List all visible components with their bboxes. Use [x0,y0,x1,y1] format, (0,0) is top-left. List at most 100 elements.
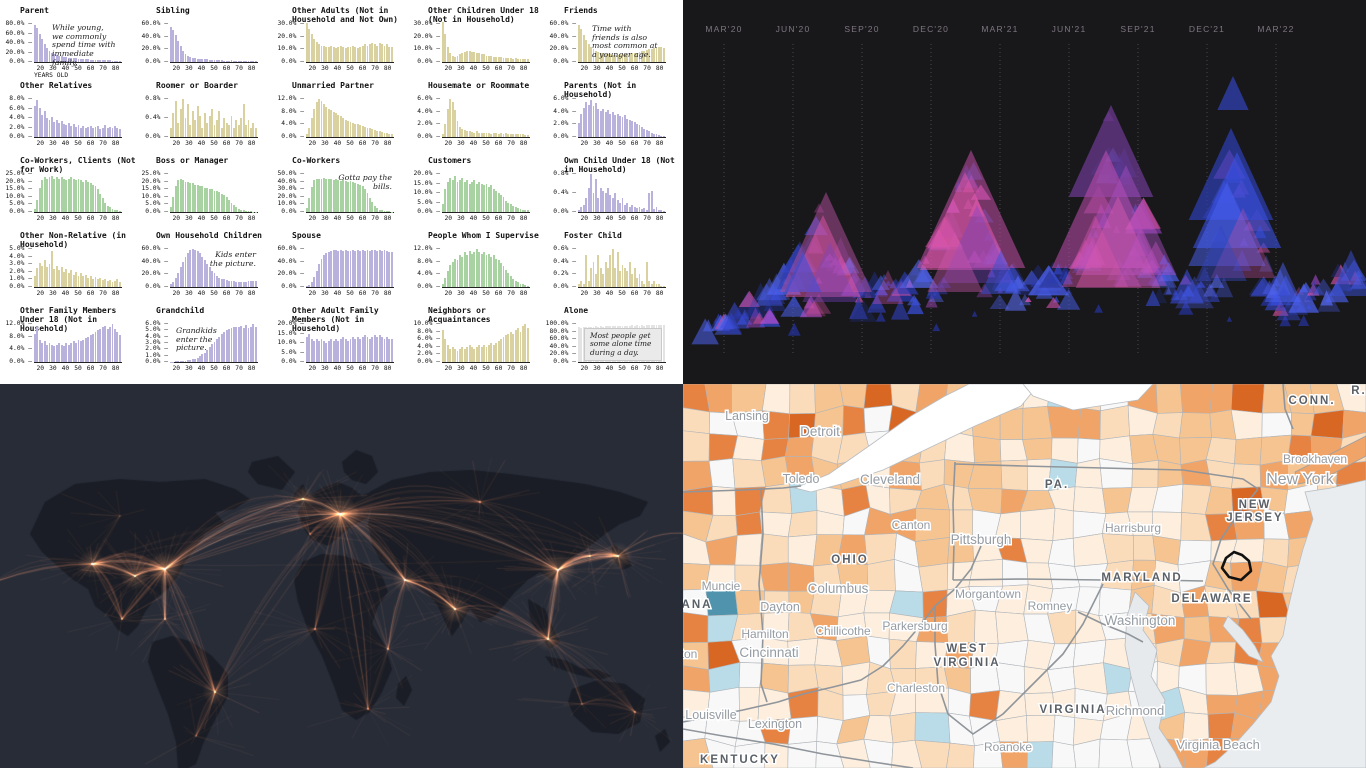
panel-alone: Alone 100.0%80.0%60.0%40.0%20.0%0.0% Most … [546,306,682,381]
peak-triangles [780,76,1366,306]
histogram-bars [442,22,530,62]
histogram-bars [170,249,258,287]
panel-title: Own Child Under 18 (Not in Household) [564,156,675,174]
svg-text:MAR'20: MAR'20 [705,24,742,34]
histogram-plot [578,99,666,138]
histogram-plot: Gotta pay the bills. [306,173,394,213]
y-axis-labels: 6.0%4.0%2.0%0.0% [412,95,440,139]
x-axis-labels: 20 30 40 50 60 70 80 [36,365,120,372]
histogram-bars [578,249,666,287]
histogram-plot: Grandkids enter the picture. [170,324,258,363]
svg-text:Louisville: Louisville [685,708,736,722]
panel-foster-child: Foster Child 0.6%0.4%0.2%0.0% 203040506070… [548,231,682,306]
histogram-plot: Kids enter the picture. [170,249,258,288]
svg-text:KENTUCKY: KENTUCKY [700,754,780,766]
svg-text:Muncie: Muncie [702,579,741,593]
panel-annotation: Most people get some alone time during a… [584,328,662,361]
histogram-bars [34,24,122,62]
histogram-bars [442,99,530,137]
choropleth-svg: Lansing Detroit Toledo Cleveland Canton Pitts… [683,384,1366,768]
x-axis-labels: 20 30 40 50 60 70 80 [308,290,392,297]
histogram-bars [170,99,258,137]
panel-title: Friends [564,6,598,15]
svg-text:Canton: Canton [892,518,931,532]
y-axis-labels: 100.0%80.0%60.0%40.0%20.0%0.0% [546,320,576,364]
x-axis-labels: 20 30 40 50 60 70 80 YEARS OLD [34,65,120,79]
panel-other-adult-family-members-not-in-household: Other Adult Family Members (Not in House… [276,306,410,381]
county-cells [683,384,1366,768]
svg-text:Chillicothe: Chillicothe [815,624,871,638]
panel-title: Housemate or Roommate [428,81,530,90]
panel-own-household-children: Own Household Children 60.0%40.0%20.0%0.0… [140,231,274,306]
triangle-wave-timeline-chart[interactable]: MAR'20 JUN'20 SEP'20 DEC'20 MAR'21 JUN'21 SEP'… [683,0,1366,384]
panel-title: Co-Workers, Clients (Not for Work) [20,156,136,174]
county-choropleth-map[interactable]: Lansing Detroit Toledo Cleveland Canton Pitts… [683,384,1366,768]
svg-text:MARYLAND: MARYLAND [1101,572,1182,584]
x-axis-labels: 20 30 40 50 60 70 80 [308,65,392,72]
y-axis-labels: 5.0%4.0%3.0%2.0%1.0%0.0% [4,245,32,289]
svg-text:VIRGINIA: VIRGINIA [933,657,1000,669]
y-axis-labels: 30.0%20.0%10.0%0.0% [276,20,304,64]
histogram-plot [442,249,530,288]
panel-annotation: Kids enter the picture. [209,250,256,268]
svg-text:OHIO: OHIO [831,554,868,566]
global-flight-routes-map[interactable] [0,384,683,768]
y-axis-labels: 25.0%20.0%15.0%10.0%5.0%0.0% [4,170,32,214]
y-axis-labels: 25.0%20.0%15.0%10.0%5.0%0.0% [140,170,168,214]
y-axis-labels: 10.0%8.0%6.0%4.0%2.0%0.0% [412,320,440,364]
histogram-bars [34,174,122,212]
histogram-plot [170,24,258,63]
histogram-bars [578,174,666,212]
panel-title: Other Adults (Not in Household and Not O… [292,6,398,24]
city-labels: Lansing Detroit Toledo Cleveland Canton Pitts… [683,408,1349,756]
panel-title: Co-Workers [292,156,341,165]
panel-title: Own Household Children [156,231,262,240]
histogram-plot [442,99,530,138]
svg-text:New York: New York [1266,471,1335,488]
panel-boss-or-manager: Boss or Manager 25.0%20.0%15.0%10.0%5.0%0… [140,156,274,231]
panel-co-workers: Co-Workers 50.0%40.0%30.0%20.0%10.0%0.0% G… [276,156,410,231]
long-island [1294,435,1366,485]
flight-map-canvas [0,384,683,768]
histogram-bars [442,249,530,287]
panel-own-child-under-18-not-in-household: Own Child Under 18 (Not in Household) 0.8… [548,156,682,231]
lake-erie [793,384,1040,493]
histogram-plot: Most people get some alone time during a… [578,324,666,363]
x-axis-labels: 20 30 40 50 60 70 80 [580,215,664,222]
x-axis-labels: 20 30 40 50 60 70 80 [308,365,392,372]
svg-text:JERSEY: JERSEY [1226,512,1283,524]
svg-text:Brookhaven: Brookhaven [1283,452,1347,466]
x-axis-labels: 20 30 40 50 60 70 80 [444,65,528,72]
histogram-bars [34,324,122,362]
y-axis-labels: 0.8%0.4%0.0% [140,95,168,139]
panel-other-non-relative-in-household: Other Non-Relative (in Household)5.0%4.0… [4,231,138,306]
state-borders [683,384,1294,768]
svg-text:SEP'20: SEP'20 [844,24,879,34]
histogram-plot [170,174,258,213]
lake-ontario [1022,384,1154,411]
highlighted-county-outline[interactable] [1220,550,1253,582]
histogram-plot [34,249,122,288]
histogram-bars [306,249,394,287]
panel-title: Spouse [292,231,321,240]
delaware-bay [1222,615,1264,663]
x-axis-labels: 20 30 40 50 60 70 80 [580,65,664,72]
svg-text:DELAWARE: DELAWARE [1171,593,1252,605]
panel-unmarried-partner: Unmarried Partner 12.0%8.0%4.0%0.0% 203040… [276,81,410,156]
histogram-bars [306,99,394,137]
x-axis-labels: 20 30 40 50 60 70 80 [580,365,664,372]
panel-title: Other Adult Family Members (Not in House… [292,306,379,333]
panel-parents-not-in-household: Parents (Not in Household)6.0%4.0%2.0%0.… [548,81,682,156]
histogram-bars [578,24,666,62]
svg-text:MAR'21: MAR'21 [981,24,1018,34]
histogram-plot [34,99,122,138]
histogram-plot [34,324,122,363]
panel-title: Other Non-Relative (in Household) [20,231,126,249]
histogram-bars [170,174,258,212]
panel-title: Customers [428,156,472,165]
small-multiples-time-use-chart[interactable]: Parent 80.0%60.0%40.0%20.0%0.0% While youn… [0,0,683,384]
svg-text:WEST: WEST [946,643,987,655]
